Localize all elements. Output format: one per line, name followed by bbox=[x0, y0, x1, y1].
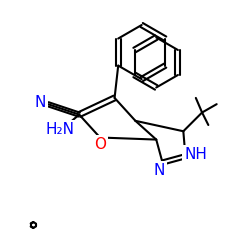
Text: O: O bbox=[94, 137, 106, 152]
Text: H₂N: H₂N bbox=[46, 122, 75, 137]
Text: N: N bbox=[154, 163, 165, 178]
Text: N: N bbox=[35, 94, 46, 110]
Text: NH: NH bbox=[184, 147, 207, 162]
